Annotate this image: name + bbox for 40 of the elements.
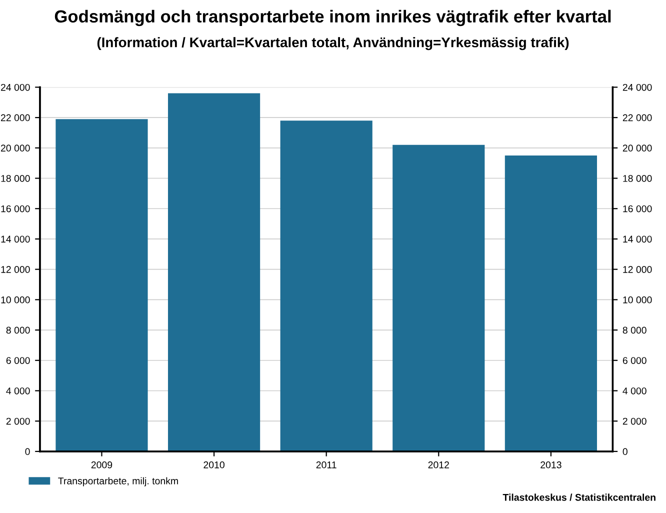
- y2-tick-label: 24 000: [622, 84, 652, 91]
- y-tick-label: 8 000: [6, 326, 30, 334]
- bar: [392, 144, 485, 452]
- x-tick-label: 2012: [428, 461, 449, 468]
- y-tick-label: 22 000: [0, 114, 30, 122]
- y2-tick-label: 22 000: [622, 114, 652, 122]
- y-tick-label: 10 000: [1, 296, 30, 304]
- x-tick-label: 2009: [91, 461, 112, 468]
- y2-tick-label: 16 000: [623, 205, 652, 212]
- y2-tick-label: 14 000: [623, 236, 652, 243]
- y2-tick-label: 8 000: [622, 326, 646, 334]
- y-tick-label: 16 000: [1, 205, 30, 212]
- y-tick-label: 4 000: [6, 387, 30, 394]
- y2-tick-label: 0: [622, 448, 628, 456]
- y-tick-label: 24 000: [0, 84, 30, 91]
- y-tick-label: 0: [25, 448, 30, 456]
- x-tick-label: 2013: [540, 461, 562, 468]
- y2-tick-label: 12 000: [623, 266, 652, 273]
- y-tick-label: 2 000: [6, 418, 30, 425]
- y-tick-label: 18 000: [1, 175, 30, 182]
- y-tick-label: 14 000: [1, 236, 30, 243]
- legend-label: Transportarbete, milj. tonkm: [58, 477, 178, 486]
- bar: [168, 93, 260, 452]
- y-tick-label: 20 000: [0, 144, 30, 152]
- bar: [280, 120, 372, 452]
- y2-tick-label: 2 000: [622, 418, 646, 425]
- bar: [56, 119, 148, 452]
- y2-tick-label: 20 000: [622, 144, 652, 152]
- bar: [504, 156, 597, 452]
- y2-tick-label: 10 000: [623, 296, 652, 304]
- text: Tilastokeskus / Statistikcentralen: [502, 494, 656, 501]
- y2-tick-label: 4 000: [622, 387, 646, 394]
- y-tick-label: 6 000: [6, 357, 30, 364]
- chart-title: Godsmängd och transportarbete inom inrikes vägtrafik efter kvartal: [54, 10, 611, 26]
- x-tick-label: 2010: [204, 461, 224, 468]
- y-tick-label: 12 000: [1, 266, 30, 273]
- y2-tick-label: 18 000: [623, 175, 652, 182]
- y2-tick-label: 6 000: [622, 357, 646, 364]
- x-tick-label: 2011: [316, 461, 336, 468]
- chart-subtitle: (Information / Kvartal=Kvartalen totalt, Användning=Yrkesmässig trafik): [97, 37, 569, 50]
